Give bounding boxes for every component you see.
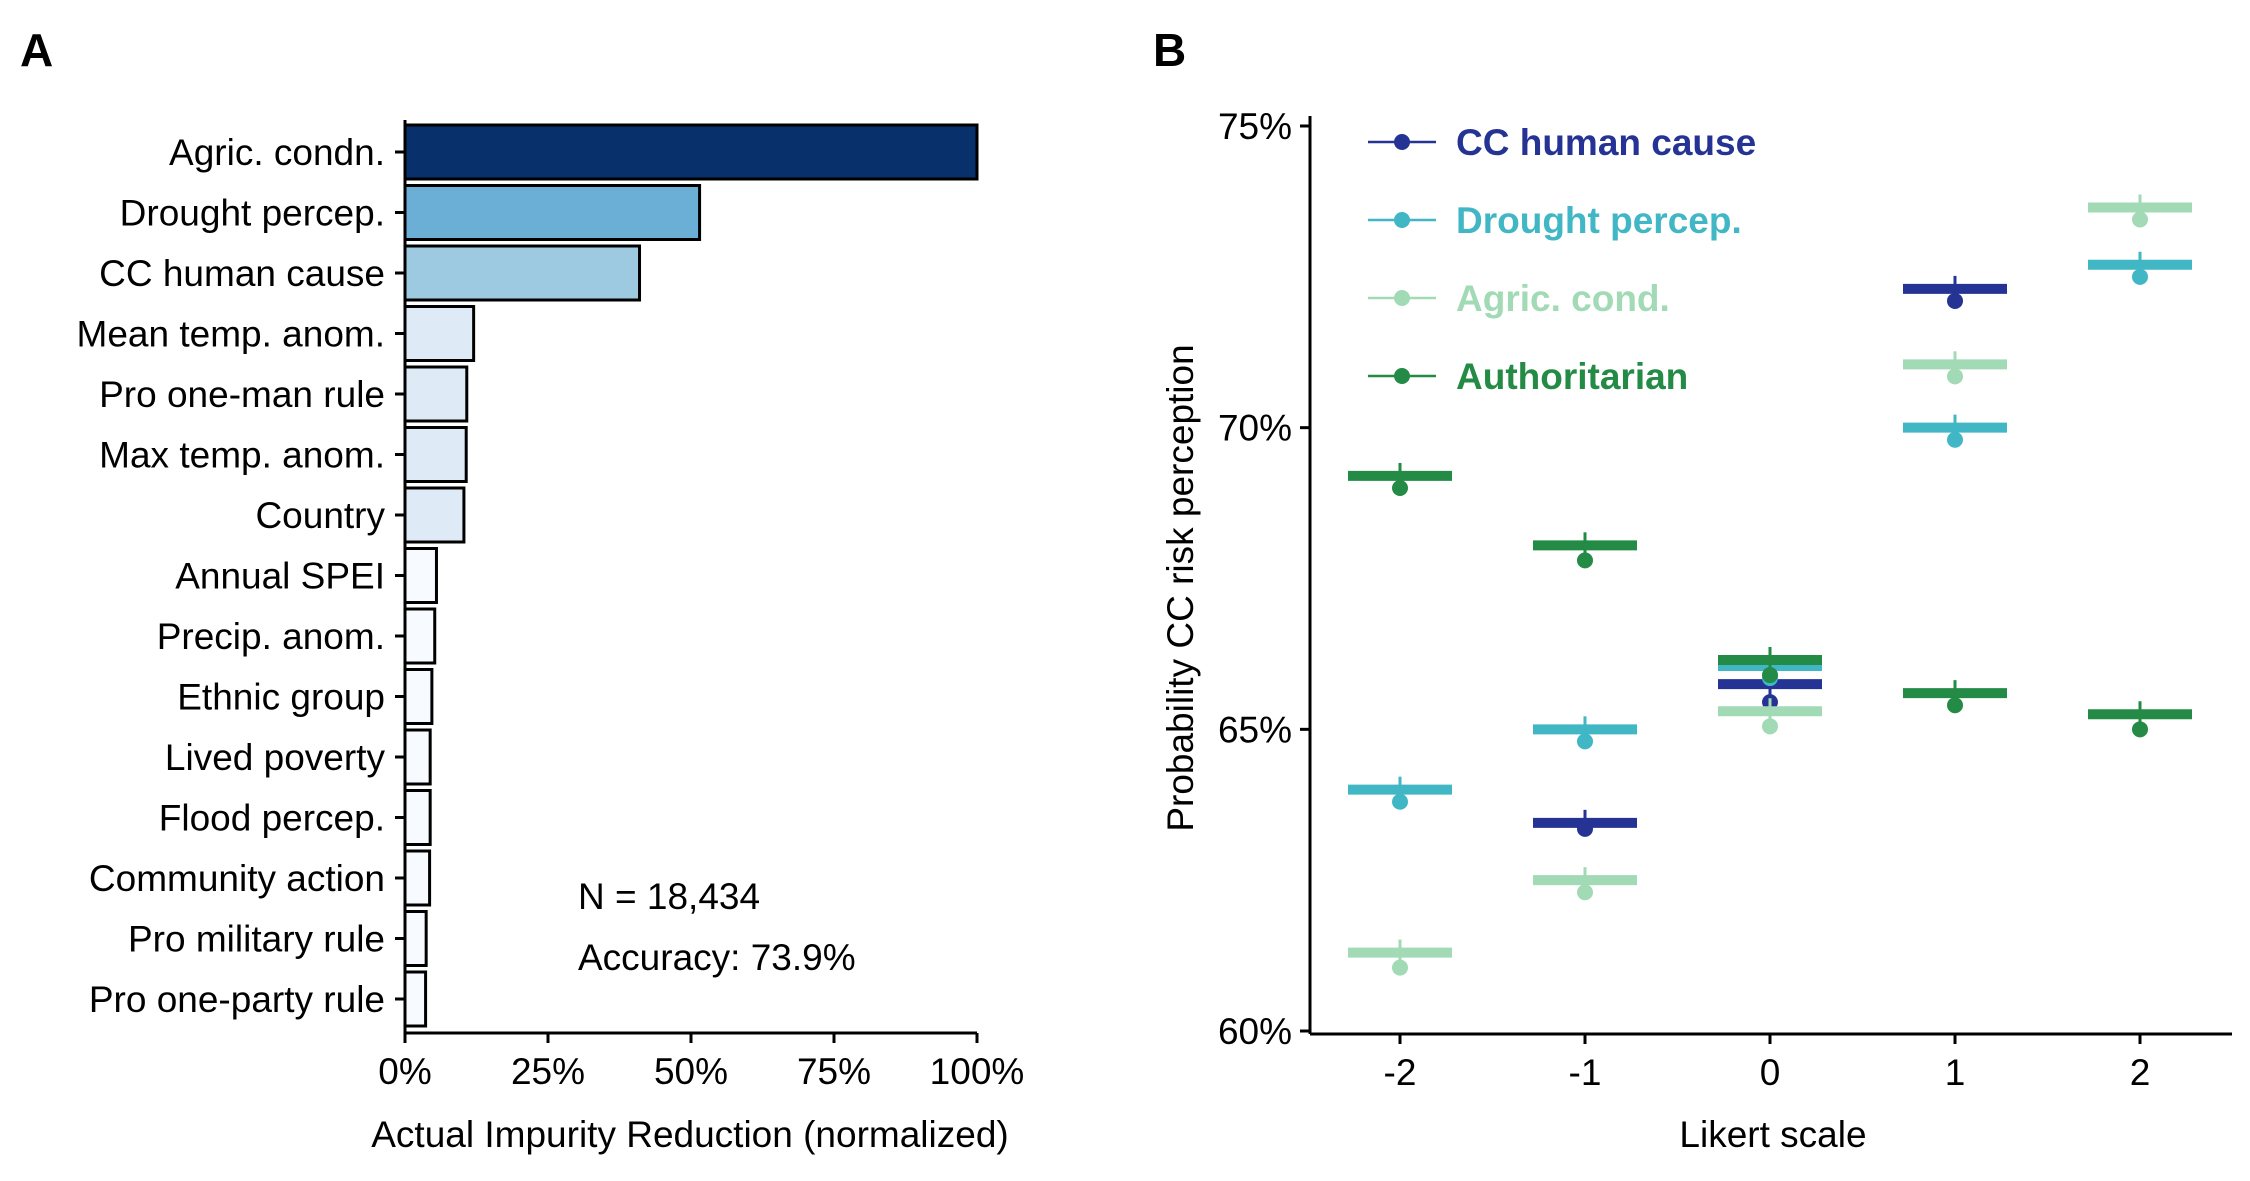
- x-tick-label: -1: [1569, 1052, 1602, 1093]
- legend-label-authoritarian: Authoritarian: [1456, 356, 1688, 397]
- y-tick-label: 60%: [1218, 1011, 1292, 1052]
- y-tick-label: Mean temp. anom.: [77, 314, 385, 355]
- y-tick-label: Country: [255, 495, 385, 536]
- y-tick-label: Ethnic group: [177, 677, 385, 718]
- x-tick-label: 2: [2130, 1052, 2151, 1093]
- legend-marker-cc-human-cause: [1394, 134, 1410, 150]
- x-tick-label: -2: [1384, 1052, 1417, 1093]
- y-tick-label: Annual SPEI: [175, 556, 385, 597]
- x-tick-label: 1: [1945, 1052, 1966, 1093]
- panel-b-x-axis-title: Likert scale: [1679, 1114, 1866, 1155]
- y-tick-label: Drought percep.: [120, 193, 385, 234]
- point-drought-percep-: [2132, 268, 2148, 285]
- panel-a-label: A: [20, 24, 53, 76]
- point-authoritarian: [2132, 721, 2148, 738]
- y-tick-label: Community action: [89, 858, 385, 899]
- point-agric-cond-: [1947, 368, 1963, 385]
- bar-max-temp-anom-: [403, 426, 468, 483]
- point-authoritarian: [1762, 667, 1778, 684]
- point-agric-cond-: [1392, 959, 1408, 976]
- point-cc-human-cause: [1577, 820, 1593, 837]
- bar-pro-military-rule: [403, 910, 428, 967]
- y-tick-label: Flood percep.: [159, 798, 385, 839]
- bar-community-action: [403, 849, 432, 907]
- x-tick-label: 75%: [797, 1051, 871, 1092]
- y-tick-label: 75%: [1218, 106, 1292, 147]
- y-tick-label: Precip. anom.: [157, 616, 385, 657]
- panel-b-y-axis-title: Probability CC risk perception: [1160, 344, 1201, 831]
- bar-lived-poverty: [403, 728, 432, 786]
- y-tick-label: Agric. condn.: [169, 132, 385, 173]
- x-tick-label: 0%: [378, 1051, 431, 1092]
- y-tick-label: 70%: [1218, 408, 1292, 449]
- y-tick-label: Pro one-man rule: [99, 374, 385, 415]
- bar-drought-percep-: [403, 184, 702, 241]
- bar-agric-condn-: [403, 123, 979, 181]
- y-tick-label: 65%: [1218, 709, 1292, 750]
- y-tick-label: Pro one-party rule: [89, 979, 385, 1020]
- point-agric-cond-: [1762, 718, 1778, 735]
- point-cc-human-cause: [1947, 292, 1963, 309]
- legend-marker-drought-percep-: [1394, 212, 1410, 228]
- y-tick-label: Max temp. anom.: [99, 435, 385, 476]
- bar-country: [403, 486, 466, 544]
- bar-pro-one-man-rule: [403, 365, 469, 423]
- point-authoritarian: [1392, 480, 1408, 496]
- point-agric-cond-: [1577, 884, 1593, 901]
- legend-label-cc-human-cause: CC human cause: [1456, 122, 1756, 163]
- bar-flood-percep-: [403, 789, 432, 846]
- y-tick-label: Pro military rule: [128, 919, 385, 960]
- bar-annual-spei: [403, 547, 438, 604]
- point-drought-percep-: [1947, 431, 1963, 448]
- point-agric-cond-: [2132, 211, 2148, 228]
- panel-b-chart: 60% 65% 70% 75% -2 -1 0 1 2 CC human cause Drought…: [1218, 106, 2232, 1093]
- panel-a-chart: Agric. condn. Drought percep. CC human cau…: [77, 120, 1025, 1092]
- legend-label-agric-cond-: Agric. cond.: [1456, 278, 1670, 319]
- panel-a-x-axis-title: Actual Impurity Reduction (normalized): [371, 1114, 1008, 1155]
- legend-marker-authoritarian: [1394, 368, 1410, 384]
- bar-pro-one-party-rule: [403, 970, 428, 1028]
- panel-a-annotation-n: N = 18,434: [578, 876, 760, 917]
- point-authoritarian: [1577, 552, 1593, 569]
- bar-cc-human-cause: [403, 244, 642, 302]
- bar-precip-anom-: [403, 607, 437, 665]
- point-authoritarian: [1947, 697, 1963, 714]
- x-tick-label: 0: [1760, 1052, 1781, 1093]
- y-tick-label: Lived poverty: [165, 737, 386, 778]
- legend-marker-agric-cond-: [1394, 290, 1410, 306]
- x-tick-label: 25%: [511, 1051, 585, 1092]
- point-drought-percep-: [1392, 793, 1408, 810]
- panel-b-label: B: [1153, 24, 1186, 76]
- panel-a-annotation-accuracy: Accuracy: 73.9%: [578, 937, 856, 978]
- y-tick-label: CC human cause: [99, 253, 385, 294]
- bar-ethnic-group: [403, 668, 434, 725]
- bar-mean-temp-anom-: [403, 305, 476, 362]
- x-tick-label: 50%: [654, 1051, 728, 1092]
- legend-label-drought-percep-: Drought percep.: [1456, 200, 1742, 241]
- point-drought-percep-: [1577, 733, 1593, 750]
- x-tick-label: 100%: [930, 1051, 1025, 1092]
